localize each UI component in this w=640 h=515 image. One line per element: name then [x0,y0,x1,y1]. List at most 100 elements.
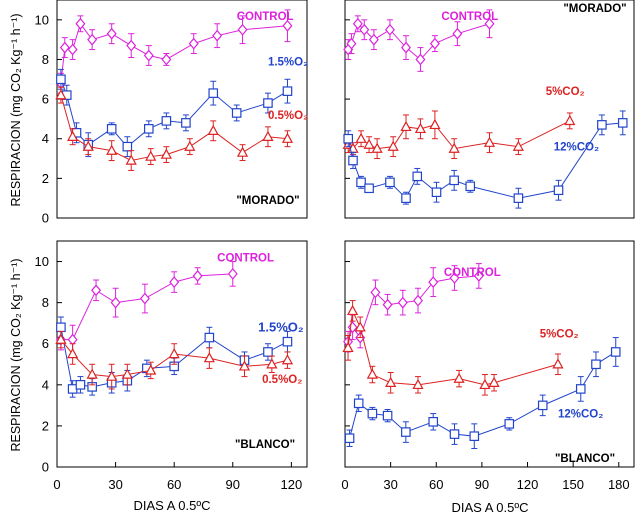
data-point [67,333,78,346]
plot-frame [344,240,635,468]
data-point [106,27,117,40]
data-point [370,286,381,299]
data-point [355,132,367,143]
data-point [353,398,364,409]
data-point [168,347,180,359]
data-point [479,378,491,390]
data-point [106,124,117,134]
x-tick-label: 60 [429,477,443,492]
series-line [347,120,571,150]
data-point [282,19,293,32]
series-control [343,9,495,72]
data-point [415,53,426,66]
data-point [537,400,548,411]
x-tick-label: 60 [167,477,181,492]
series-line [347,309,559,386]
data-point [401,427,411,437]
data-point [231,108,242,118]
data-point [203,352,215,363]
data-point [266,358,278,369]
series-control [343,263,484,353]
data-point [564,114,576,126]
data-point [552,358,564,369]
data-point [354,321,366,332]
data-point [448,142,460,153]
panel-label: "MORADO" [236,195,299,207]
series-annotation: CONTROL [444,267,501,279]
data-point [352,17,363,30]
series-line [60,22,288,84]
series-annotation: 1.5%O₂ [268,56,308,68]
data-point [106,370,118,381]
data-point [449,272,460,284]
data-point [363,138,375,149]
data-point [346,304,359,316]
series-annotation: CONTROL [441,11,498,23]
x-tick-label: 0 [341,477,348,492]
data-point [126,39,137,52]
data-point [343,133,354,144]
data-point [342,341,354,353]
series-annotation: 0.5%O₂ [262,374,302,386]
data-point [401,193,411,203]
x-tick-label: 150 [562,477,584,492]
y-tick-label: 6 [42,336,49,351]
data-point [469,431,480,441]
data-point [238,360,251,371]
chart-panel-top-right: CONTROL 5%CO₂ 12%CO₂ "MORADO" [342,0,635,219]
data-point [449,175,459,186]
data-point [55,89,67,100]
data-point [169,276,180,289]
x-tick-label: 180 [608,477,630,492]
y-tick-label: 2 [42,171,49,186]
series-annotation: 12%CO₂ [554,142,599,154]
data-point [282,336,293,347]
data-point [413,294,423,307]
data-point [512,140,525,151]
series-0-5-o- [55,330,294,390]
series-12-co- [343,110,628,209]
data-point [263,347,273,357]
data-point [139,292,150,305]
data-point [212,29,223,42]
series-line [347,22,490,61]
data-point [346,37,357,50]
panel-label: "BLANCO" [235,439,295,451]
data-point [181,118,191,128]
data-point [452,27,463,40]
y-tick-label: 6 [42,92,49,107]
data-point [237,23,248,36]
data-point [236,146,249,157]
x-tick-label: 120 [281,477,303,492]
y-tick-label: 10 [35,12,49,27]
series-annotation: 5%CO₂ [540,329,579,341]
data-point [86,368,98,379]
data-point [143,49,154,62]
x-axis-title-right: DIAS A 0.5ºC [451,500,528,515]
x-tick-label: 90 [475,477,489,492]
data-point [208,88,219,98]
data-point [465,181,476,192]
series-line [60,94,288,162]
data-point [397,296,408,309]
data-point [401,41,411,54]
data-point [344,433,355,444]
data-point [449,429,460,439]
x-tick-label: 90 [226,477,240,492]
y-tick-label: 10 [35,254,49,269]
series-annotation: CONTROL [217,253,274,265]
data-point [385,177,395,188]
y-tick-label: 2 [42,418,49,433]
data-point [122,141,133,152]
data-point [56,322,66,333]
data-point [75,17,86,30]
data-point [281,132,294,143]
data-point [281,354,294,365]
y-tick-label: 4 [42,131,49,146]
x-tick-label: 30 [383,477,397,492]
data-point [484,17,495,30]
data-point [553,185,564,196]
data-point [56,74,66,85]
data-point [110,296,121,309]
data-point [161,116,172,126]
